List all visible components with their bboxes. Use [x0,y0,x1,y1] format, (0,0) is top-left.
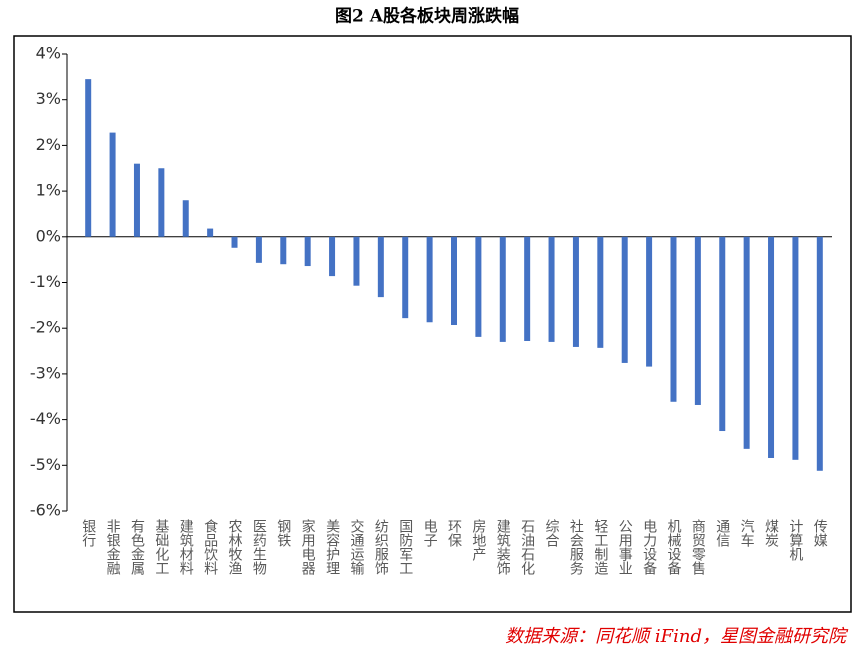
y-tick-label: -6% [30,501,61,520]
bar [255,236,262,263]
y-tick-label: 3% [36,89,61,108]
x-tick-label: 公用事业 [617,519,633,575]
x-tick-label: 建筑材料 [178,519,194,575]
x-tick-label: 交通运输 [348,518,364,575]
bar [133,163,140,237]
x-tick-label: 通信 [714,519,730,547]
source-note: 数据来源：同花顺 iFind，星图金融研究院 [505,626,849,647]
bar [597,236,604,348]
x-tick-label: 传媒 [812,519,828,547]
y-tick-label: -1% [30,272,61,291]
bar [548,236,555,342]
bar [451,236,457,326]
y-tick-label: 0% [36,226,61,245]
y-tick-label: -5% [30,455,61,474]
chart-title: 图2 A股各板块周涨跌幅 [335,6,519,27]
bar [816,236,823,471]
x-tick-label: 房地产 [470,519,486,562]
x-tick-label: 电子 [422,519,438,547]
x-tick-label: 汽车 [739,519,755,547]
x-tick-label: 国防军工 [397,519,413,575]
x-tick-label: 农林牧渔 [227,519,243,575]
bar [304,236,311,267]
x-tick-label: 银行 [80,519,96,548]
x-tick-label: 食品饮料 [202,518,218,575]
bar [280,236,287,265]
bar [85,79,92,237]
x-tick-label: 计算机 [787,519,803,562]
bar [572,236,579,347]
y-tick-label: 2% [36,135,61,154]
x-tick-label: 美容护理 [324,519,340,575]
y-tick-label: -4% [30,409,61,428]
y-tick-label: -3% [30,363,61,382]
bar [719,236,726,432]
bar [499,236,506,342]
x-tick-label: 商贸零售 [690,519,706,575]
x-tick-label: 有色金属 [129,519,145,575]
x-tick-label: 煤炭 [763,519,779,547]
bar [158,168,165,237]
x-tick-label: 纺织服饰 [373,519,389,575]
bar [768,236,775,458]
bar [426,236,433,323]
x-tick-label: 社会服务 [568,519,584,575]
x-tick-label: 建筑装饰 [495,519,511,575]
x-tick-label: 基础化工 [153,518,169,575]
x-tick-label: 电力设备 [641,519,657,575]
x-tick-label: 石油石化 [519,519,535,576]
bar [670,236,677,402]
bar [402,236,409,319]
y-tick-label: -2% [30,318,61,337]
bar [524,236,531,341]
x-tick-label: 综合 [544,519,560,547]
bar [475,236,482,337]
bar [646,236,653,367]
bar [353,236,360,286]
bar [231,236,238,248]
x-tick-label: 医药生物 [251,519,267,576]
frame [13,35,852,613]
x-tick-label: 家用电器 [300,518,316,575]
y-tick-label: 4% [36,44,61,63]
bar [621,236,628,363]
bar [792,236,799,460]
y-tick-label: 1% [36,181,61,200]
bar [182,200,189,237]
x-tick-label: 机械设备 [665,519,681,575]
bar [329,236,336,277]
x-tick-label: 非银金融 [105,519,121,575]
bar [694,236,701,405]
x-tick-label: 轻工制造 [592,519,608,576]
bar [743,236,750,449]
bar [109,132,116,237]
bar [377,236,384,298]
x-tick-label: 环保 [446,519,462,547]
x-tick-label: 钢铁 [275,519,291,547]
bar [207,228,214,237]
